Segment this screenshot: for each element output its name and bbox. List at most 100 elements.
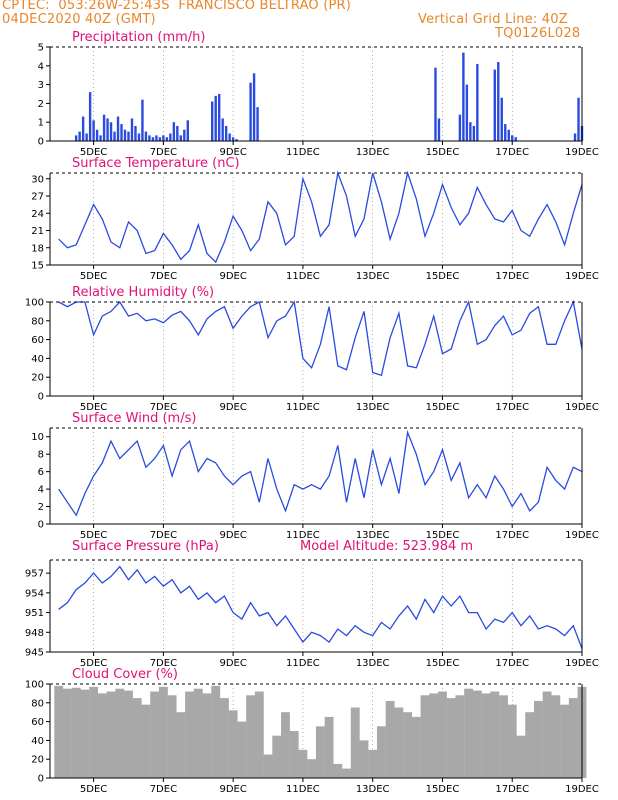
cloud-cover-bar [499,695,508,778]
cloud-cover-bar [359,740,369,778]
y-tick-label: 10 [31,432,44,443]
y-tick-label: 945 [25,648,44,659]
cloud-cover-bar [533,700,543,778]
cloud-cover-bar [507,704,517,778]
precip-bar [95,129,99,141]
header-line-1: CPTEC: 053:26W-25:43S FRANCISCO BELTRAO … [2,0,352,13]
x-tick-label: 11DEC [286,147,320,158]
x-tick-label: 19DEC [565,658,599,669]
precip-bar [151,137,155,141]
x-tick-label: 9DEC [219,530,246,541]
x-tick-label: 15DEC [426,530,460,541]
precip-bar [462,52,465,141]
header-grid-line-note: Vertical Grid Line: 40Z [418,12,568,27]
cloud-cover-bar [281,712,290,778]
panel-title: Precipitation (mm/h) [72,30,205,45]
cloud-cover-bar [376,726,386,778]
cloud-cover-bar [403,712,413,778]
cloud-cover-bar [63,688,72,778]
precip-bar [228,133,231,141]
y-tick-label: 6 [38,467,44,478]
x-tick-label: 5DEC [80,402,107,413]
x-tick-label: 7DEC [150,271,177,282]
panel-frame [49,47,583,142]
x-tick-label: 7DEC [150,658,177,669]
precip-bar [162,135,165,141]
x-tick-label: 9DEC [219,271,246,282]
cloud-cover-bar [324,716,334,778]
cloud-cover-bar [176,712,186,778]
cloud-cover-bar [464,688,474,778]
cloud-cover-bar [71,687,81,778]
panel-title: Relative Humidity (%) [72,285,214,300]
x-tick-label: 13DEC [356,784,390,795]
x-tick-label: 5DEC [80,658,107,669]
cloud-cover-bar [219,698,229,778]
precip-bar [497,62,500,141]
y-tick-label: 80 [31,698,44,709]
y-tick-label: 951 [25,608,44,619]
precip-bar [158,137,162,141]
precip-bar [179,135,183,141]
precip-bar [88,92,92,141]
x-tick-label: 15DEC [426,784,460,795]
cloud-cover-bar [568,698,578,778]
cloud-cover-bar [263,754,273,778]
precip-bar [249,82,252,141]
series-line-2 [58,299,583,377]
precip-bar [127,131,130,141]
x-tick-label: 17DEC [495,530,529,541]
panel-frame [49,684,583,779]
precip-bar [183,129,186,141]
precip-bar [573,133,577,141]
y-tick-label: 21 [31,226,44,237]
y-tick-label: 2 [38,502,44,513]
cloud-cover-bar [167,695,177,778]
precip-bar [493,69,496,141]
cloud-cover-bar [560,704,569,778]
cloud-cover-bar [141,704,151,778]
precip-bar [155,135,158,141]
cloud-cover-bar [551,695,561,778]
y-tick-label: 40 [31,736,44,747]
x-tick-label: 5DEC [80,784,107,795]
cloud-cover-bar [289,731,299,778]
panel-title: Cloud Cover (%) [72,667,178,682]
precip-bar [511,135,514,141]
cloud-cover-bar [237,721,247,778]
x-tick-label: 7DEC [150,147,177,158]
cloud-cover-bar [185,691,194,778]
cloud-cover-bar [446,698,456,778]
y-tick-label: 0 [38,774,44,785]
y-tick-label: 60 [31,717,44,728]
x-tick-label: 5DEC [80,147,107,158]
x-tick-label: 11DEC [286,784,320,795]
x-tick-label: 5DEC [80,271,107,282]
precip-bar [214,95,217,141]
precip-bar [434,67,437,141]
cloud-cover-bar [124,690,133,778]
cloud-cover-bar [490,691,500,778]
x-tick-label: 11DEC [286,402,320,413]
y-tick-label: 3 [38,80,44,91]
panel-frame [49,560,583,653]
precip-bar [134,125,137,141]
x-tick-label: 7DEC [150,784,177,795]
y-tick-label: 20 [31,373,44,384]
y-tick-label: 0 [38,137,44,148]
cloud-cover-bar [115,688,125,778]
precip-bar [256,107,259,141]
x-tick-label: 9DEC [219,658,246,669]
x-tick-label: 9DEC [219,402,246,413]
cloud-cover-bar [202,693,212,778]
cloud-cover-bar [368,749,378,778]
precip-bar [514,137,517,141]
precip-bar [116,116,120,141]
precip-bar [141,99,144,141]
precip-bar [217,94,221,141]
x-tick-label: 7DEC [150,402,177,413]
cloud-cover-bar [411,716,421,778]
precip-bar [221,118,224,141]
precip-bar [102,114,106,141]
